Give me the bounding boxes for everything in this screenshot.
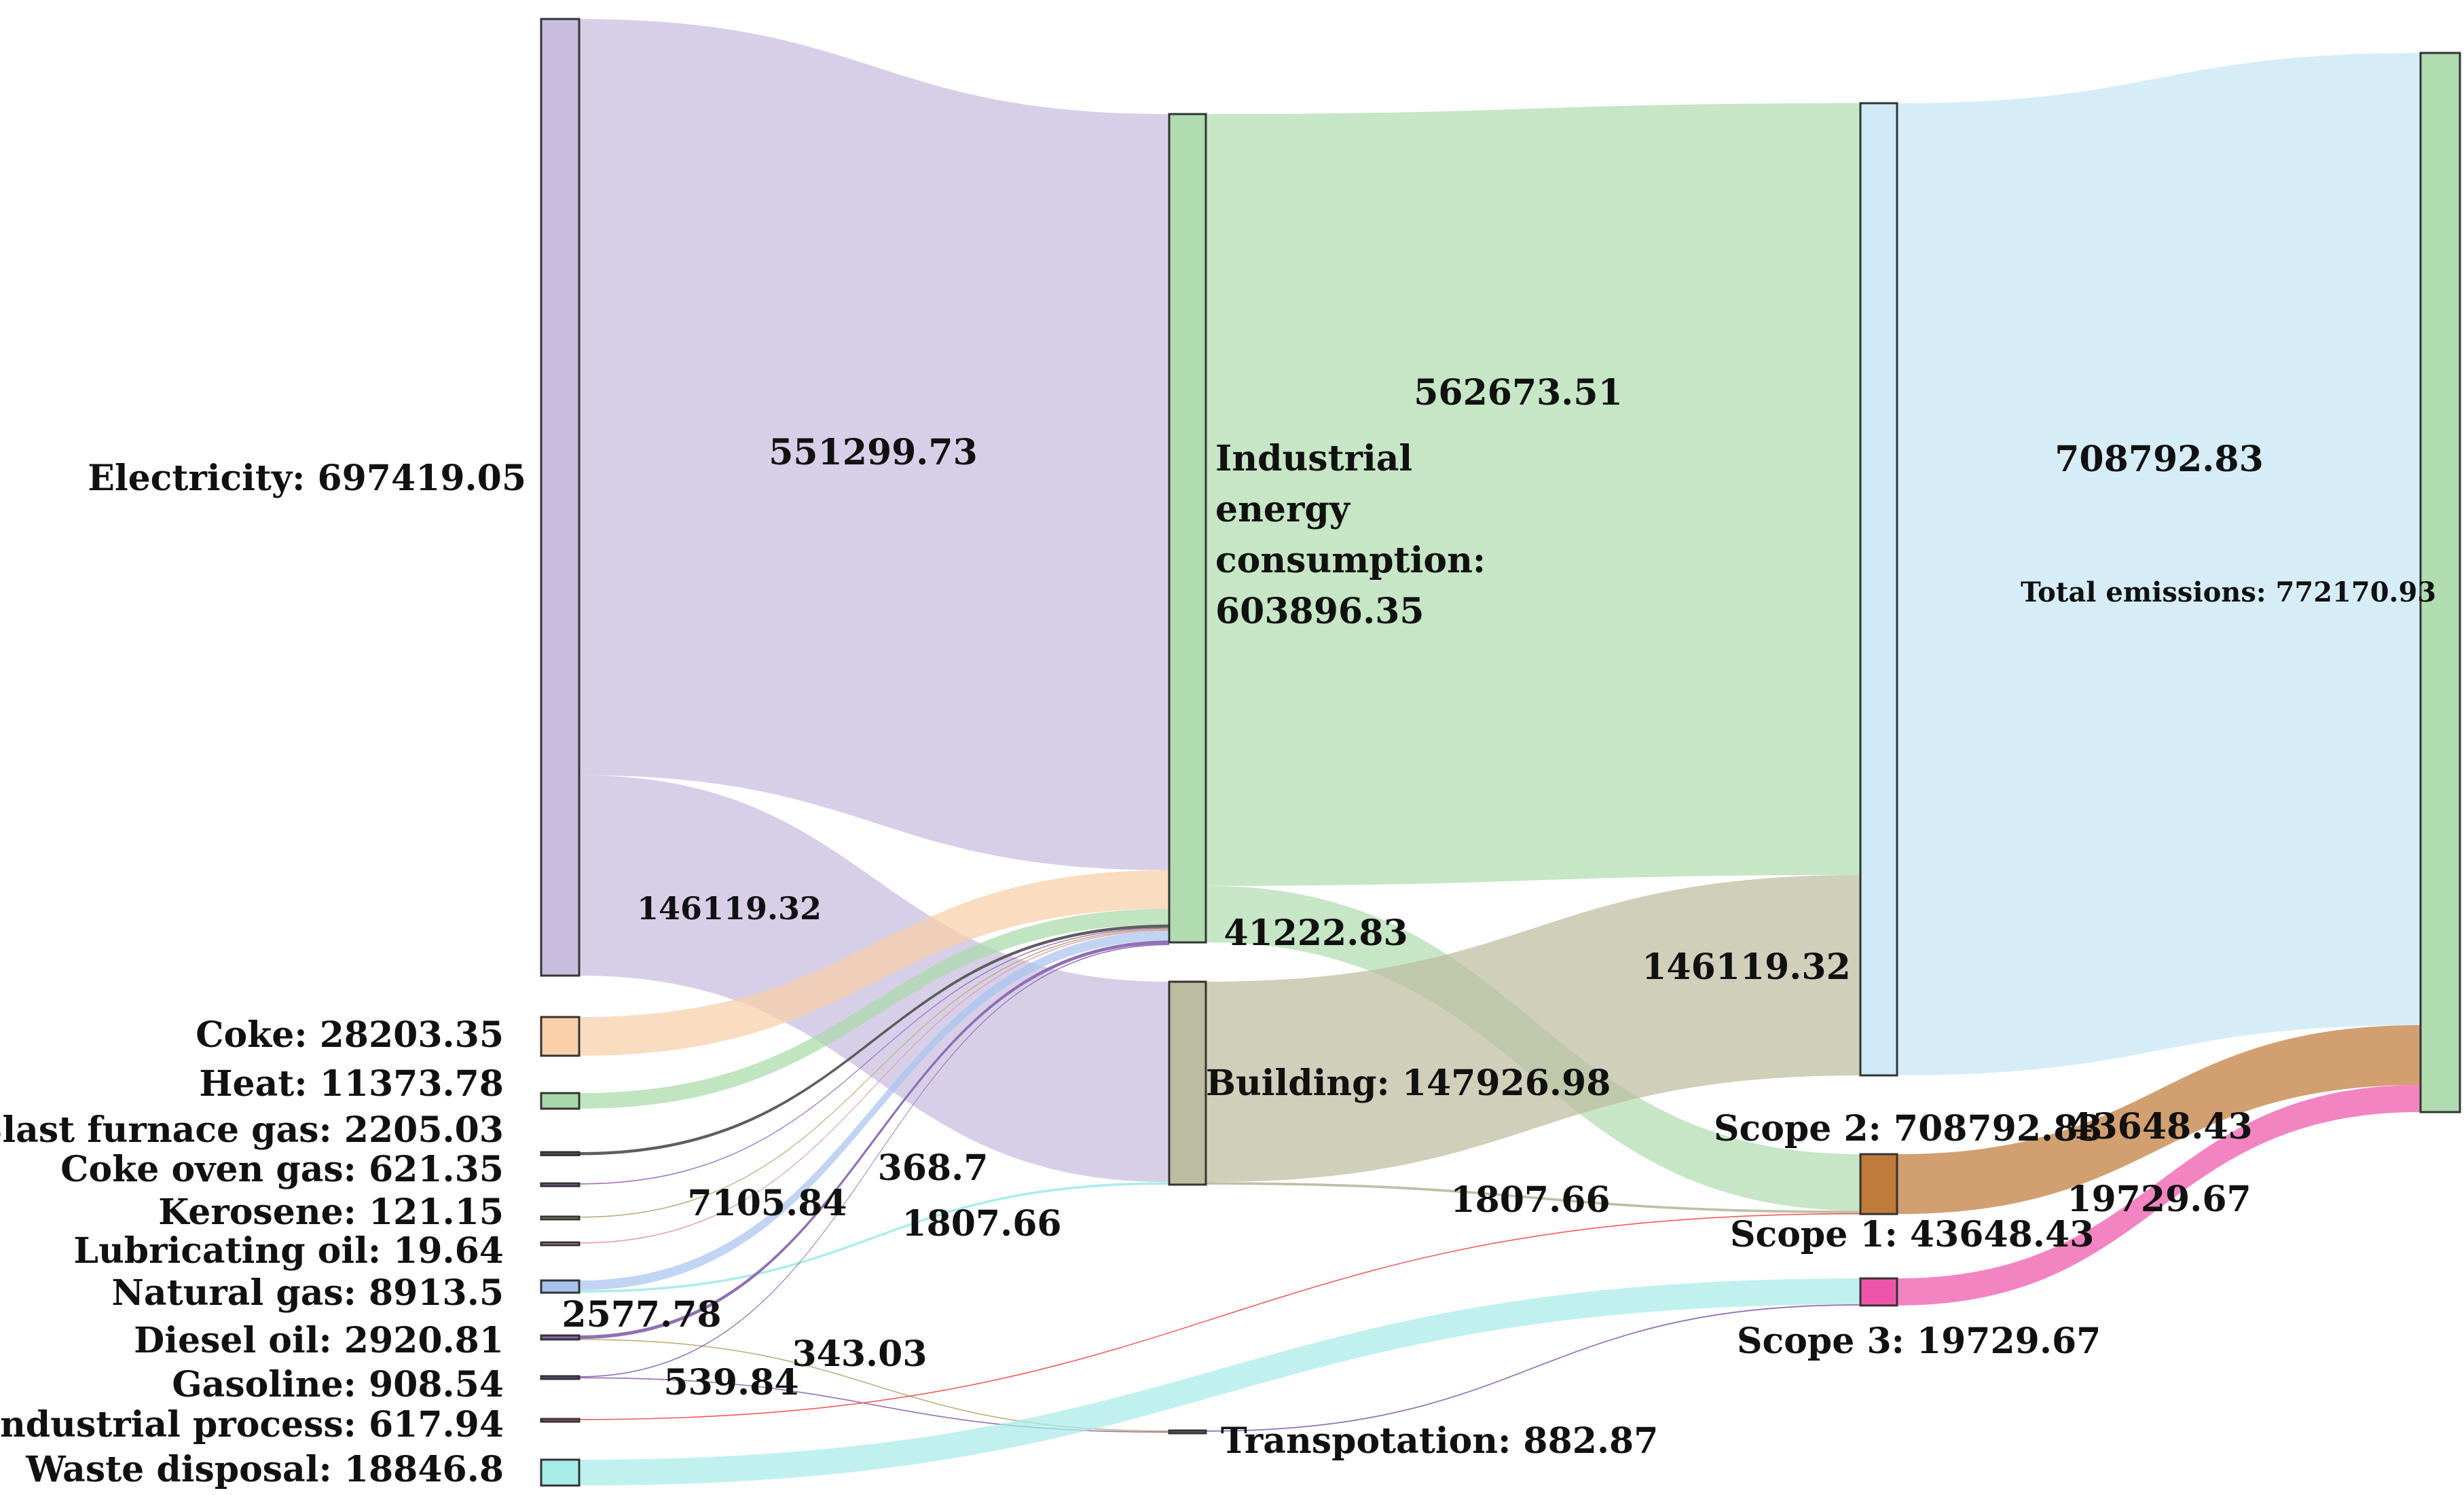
node-scope2 [1859, 102, 1898, 1077]
node-label-gasoline: Gasoline: 908.54 [172, 1364, 504, 1405]
link-label-gasoline-to-transportation: 539.84 [663, 1362, 798, 1403]
link-building-to-scope2 [1206, 874, 1860, 1183]
node-label-waste-disposal: Waste disposal: 18846.8 [25, 1449, 504, 1490]
link-gasoline-to-industrial [579, 944, 1169, 1378]
labels-layer: Electricity: 697419.05 Coke: 28203.35 Heat… [0, 372, 2436, 1490]
link-label-scope1-to-total: 43648.43 [2068, 1106, 2252, 1147]
node-kerosene [540, 1215, 581, 1221]
nodes-layer [540, 18, 2461, 1487]
link-natural-gas-to-building [579, 1182, 1169, 1293]
link-gasoline-to-transportation [579, 1377, 1169, 1433]
node-label-industrial: Industrial energy consumption: 603896.35 [1215, 438, 1486, 632]
link-building-to-scope1 [1206, 1182, 1860, 1213]
node-waste-disposal [540, 1458, 581, 1487]
link-industrial-process-to-scope1 [579, 1213, 1860, 1420]
node-gasoline [540, 1375, 581, 1380]
node-label-scope1: Scope 1: 43648.43 [1730, 1214, 2094, 1255]
link-natural-gas-to-industrial [579, 930, 1169, 1291]
node-electricity [540, 18, 581, 977]
link-scope2-to-total [1897, 53, 2421, 1075]
link-diesel-oil-to-transportation [579, 1339, 1169, 1432]
node-label-heat: Heat: 11373.78 [199, 1063, 504, 1105]
link-label-natural-gas-to-building: 1807.66 [902, 1203, 1061, 1244]
node-transportation [1168, 1429, 1207, 1435]
node-building [1168, 980, 1207, 1186]
link-waste-disposal-to-scope3 [579, 1278, 1860, 1486]
node-label-industrial-process: Industrial process: 617.94 [0, 1404, 504, 1445]
node-heat [540, 1092, 581, 1110]
link-label-diesel-oil-to-transportation: 343.03 [792, 1333, 927, 1375]
node-label-transportation: Transpotation: 882.87 [1221, 1420, 1658, 1462]
link-label-natural-gas-to-industrial: 7105.84 [687, 1183, 847, 1224]
link-label-electricity-to-building: 146119.32 [637, 890, 822, 927]
node-total [2419, 52, 2461, 1113]
node-natural-gas [540, 1279, 581, 1294]
node-diesel-oil [540, 1334, 581, 1341]
node-label-building: Building: 147926.98 [1206, 1063, 1611, 1104]
links-layer [579, 19, 2421, 1486]
node-label-diesel-oil: Diesel oil: 2920.81 [134, 1320, 504, 1361]
node-coke [540, 1016, 581, 1057]
node-lubricating-oil [540, 1241, 581, 1247]
node-scope3 [1859, 1277, 1898, 1307]
link-label-scope3-to-total: 19729.67 [2067, 1179, 2251, 1220]
node-scope1 [1859, 1153, 1898, 1215]
link-industrial-to-scope2 [1206, 103, 1860, 886]
link-coke-to-industrial [579, 870, 1169, 1056]
node-label-electricity: Electricity: 697419.05 [88, 458, 526, 499]
link-heat-to-industrial [579, 908, 1169, 1109]
link-label-industrial-to-scope2: 562673.51 [1414, 372, 1623, 413]
link-scope3-to-total [1897, 1085, 2421, 1306]
link-label-scope2-to-total: 708792.83 [2055, 439, 2264, 480]
link-label-industrial-to-scope1: 41222.83 [1224, 912, 1408, 954]
node-label-blast-furnace-gas: Blast furnace gas: 2205.03 [0, 1109, 504, 1151]
node-label-kerosene: Kerosene: 121.15 [158, 1192, 504, 1233]
node-industrial-process [540, 1418, 581, 1423]
node-label-total: Total emissions: 772170.93 [2021, 576, 2436, 608]
node-blast-furnace-gas [540, 1151, 581, 1156]
node-label-scope3: Scope 3: 19729.67 [1737, 1321, 2101, 1362]
node-label-lubricating-oil: Lubricating oil: 19.64 [73, 1230, 504, 1272]
link-label-building-to-scope2: 146119.32 [1642, 946, 1851, 988]
link-label-building-to-scope1: 1807.66 [1450, 1179, 1610, 1221]
link-label-electricity-to-industrial: 551299.73 [769, 432, 978, 473]
node-label-natural-gas: Natural gas: 8913.5 [111, 1272, 504, 1314]
node-label-coke: Coke: 28203.35 [196, 1014, 504, 1056]
node-industrial [1168, 113, 1207, 944]
link-diesel-oil-to-industrial [579, 940, 1169, 1340]
node-label-scope2: Scope 2: 708792.83 [1714, 1108, 2102, 1149]
link-lubricating-oil-to-industrial [579, 929, 1169, 1244]
link-blast-furnace-gas-to-industrial [579, 924, 1169, 1156]
node-coke-oven-gas [540, 1182, 581, 1187]
link-electricity-to-industrial [579, 19, 1169, 870]
link-label-diesel-oil-to-industrial: 2577.78 [562, 1294, 721, 1335]
link-kerosene-to-industrial [579, 928, 1169, 1218]
link-scope1-to-total [1897, 1025, 2421, 1215]
link-label-gasoline-to-industrial: 368.7 [878, 1147, 989, 1189]
node-label-coke-oven-gas: Coke oven gas: 621.35 [60, 1149, 504, 1190]
link-transportation-to-scope3 [1206, 1304, 1860, 1432]
link-coke-oven-gas-to-industrial [579, 927, 1169, 1185]
